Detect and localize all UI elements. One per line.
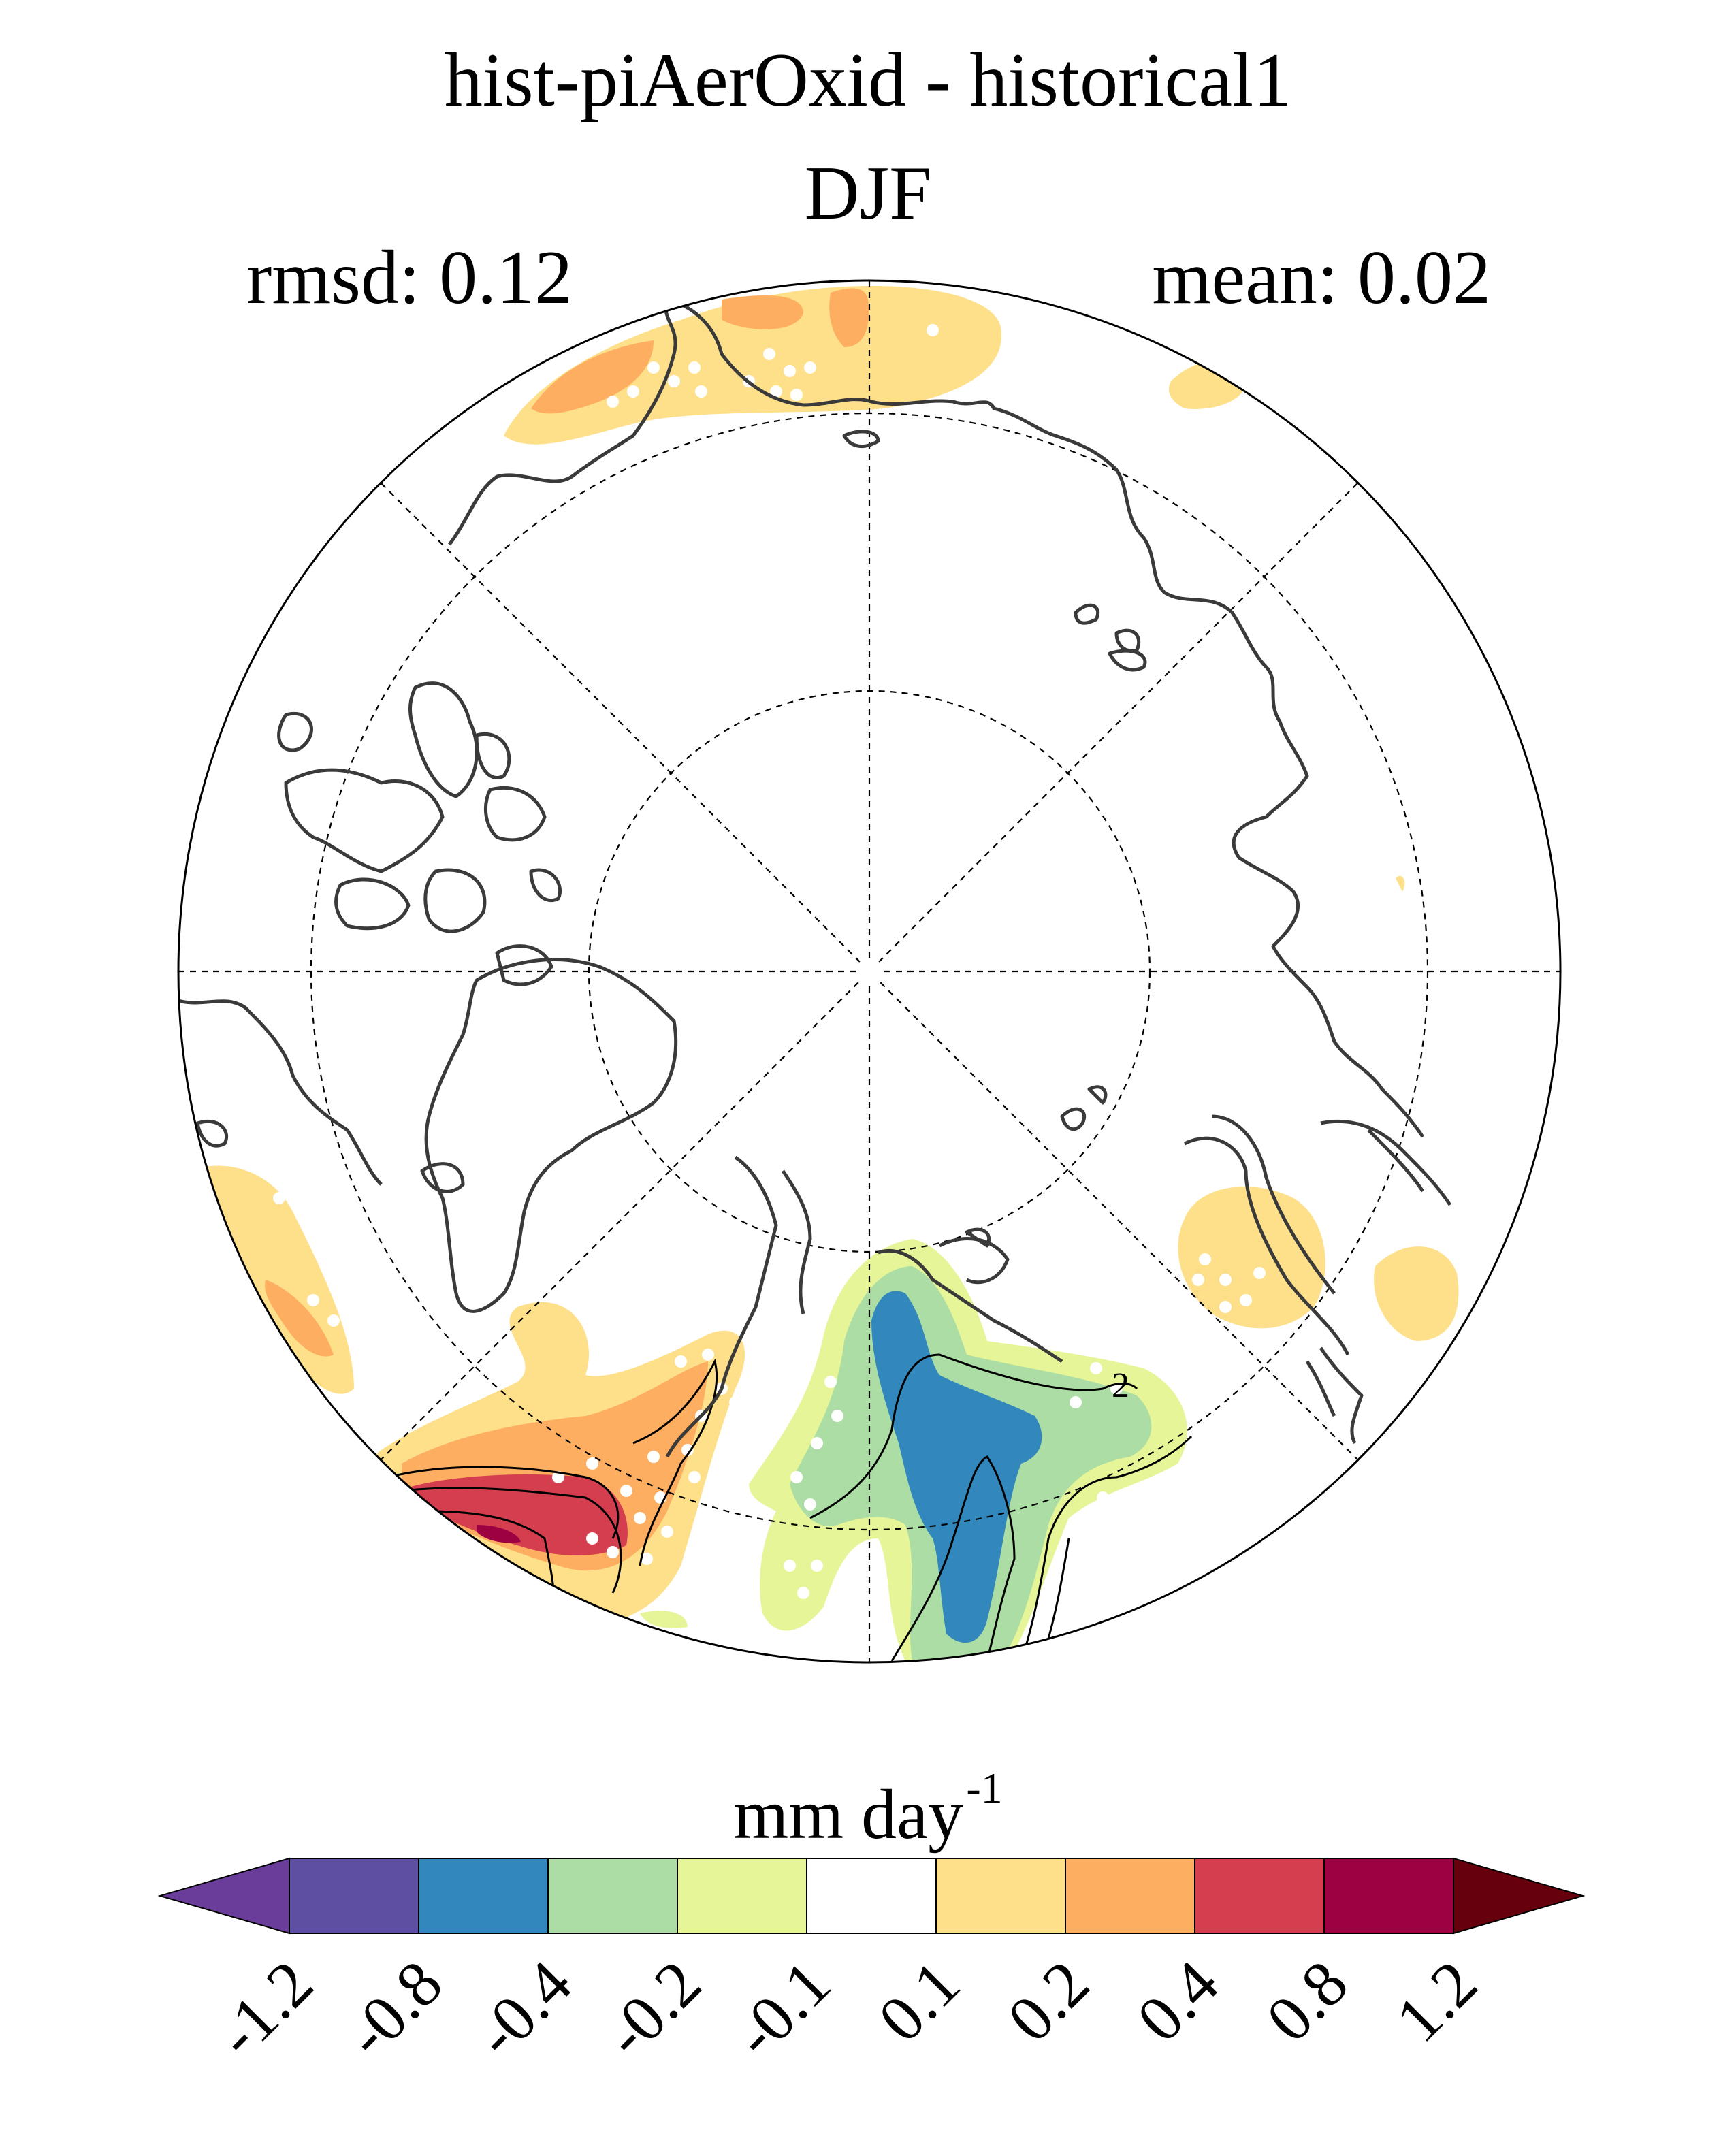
fill-bering-light <box>1374 1246 1459 1341</box>
colorbar-tick-label: -0.1 <box>720 1946 844 2071</box>
colorbar-tick-label: -0.4 <box>461 1946 585 2071</box>
colorbar-swatch <box>289 1858 419 1934</box>
fill-canada-mid <box>265 1280 334 1357</box>
colorbar-tick-label: 0.8 <box>1252 1946 1362 2056</box>
fill-atlantic-red <box>408 1474 628 1555</box>
graticule <box>178 280 1560 1662</box>
fill-atlantic-dark <box>477 1525 521 1543</box>
season-label: DJF <box>804 151 932 236</box>
colorbar-extend-high <box>1453 1857 1586 1935</box>
colorbar-extend-low <box>157 1857 290 1935</box>
colorbar-swatch <box>418 1858 549 1934</box>
fill-europe-light <box>504 286 1002 445</box>
fill-alaska-small <box>1396 875 1405 892</box>
fill-neg-blue <box>871 1291 1042 1643</box>
colorbar-swatch <box>1323 1858 1454 1934</box>
colorbar-swatches <box>157 1857 1586 1935</box>
colorbar-swatch <box>1065 1858 1195 1934</box>
colorbar-swatch <box>677 1858 807 1934</box>
coastlines <box>178 297 1452 1458</box>
colorbar-swatch <box>547 1858 678 1934</box>
polar-map: 2 <box>177 279 1562 1664</box>
colorbar-tick-label: -0.8 <box>332 1946 456 2071</box>
colorbar-tick-label: 1.2 <box>1381 1946 1491 2056</box>
colorbar-swatch <box>1194 1858 1325 1934</box>
fill-scand-mid <box>829 288 869 347</box>
fill-europe-mid <box>531 340 654 414</box>
map-boundary <box>177 279 1562 1664</box>
colorbar-tick-label: -1.2 <box>202 1946 327 2071</box>
colorbar-tick-label: 0.2 <box>993 1946 1103 2056</box>
plot-title: hist-piAerOxid - historical1 <box>444 38 1292 123</box>
fill-alaska-light <box>1178 1187 1325 1329</box>
fill-europe-mid2 <box>722 295 803 329</box>
colorbar-swatch <box>806 1858 937 1934</box>
contour-label: 2 <box>1112 1366 1129 1405</box>
colorbar-tick-labels: -1.2 -0.8 -0.4 -0.2 -0.1 0.1 0.2 0.4 0.8 1.2 <box>202 1946 1491 2071</box>
colorbar: -1.2 -0.8 -0.4 -0.2 -0.1 0.1 0.2 0.4 0.8 1.2 <box>157 1857 1586 2071</box>
fill-atlantic-small <box>640 1611 688 1628</box>
colorbar-tick-label: 0.1 <box>864 1946 974 2056</box>
rmsd-label: rmsd: 0.12 <box>246 236 573 320</box>
fill-canada-light <box>184 1165 354 1394</box>
colorbar-tick-label: 0.4 <box>1123 1946 1232 2056</box>
significance-dots <box>273 324 1266 1599</box>
mean-label: mean: 0.02 <box>1152 236 1491 320</box>
colorbar-tick-label: -0.2 <box>590 1946 715 2071</box>
colorbar-units: mm day-1 <box>733 1764 1003 1854</box>
colorbar-swatch <box>935 1858 1066 1934</box>
